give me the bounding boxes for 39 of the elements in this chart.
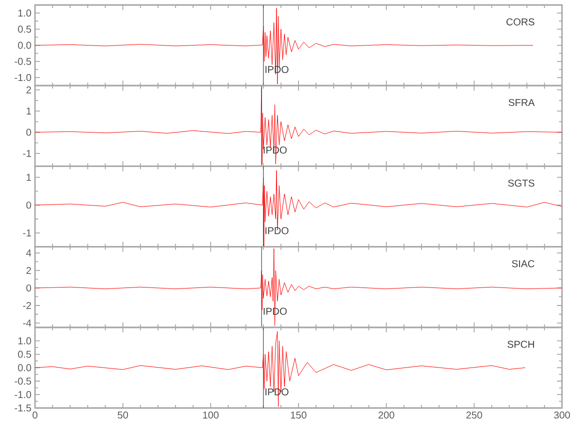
annotation: SGTS [508,180,534,187]
y-tick-label: 0 [26,128,32,136]
x-tick-label: 200 [378,412,394,419]
y-tick-label: -0.5 [14,58,32,65]
y-tick-label: 0 [26,202,32,209]
y-tick-label: -1 [23,229,32,236]
x-tick-label: 300 [554,412,570,419]
x-tick-label: 50 [118,412,128,419]
y-tick-label: -0.5 [14,378,32,385]
y-tick-label: 2 [26,266,31,274]
annotation: SIAC [512,260,534,268]
annotation: CORS [506,18,534,26]
y-tick-label: -4 [23,320,32,326]
annotation: SFRA [508,99,535,106]
y-tick-label: -1 [23,150,32,157]
line-series [35,87,562,164]
y-tick-label: 1.0 [18,10,32,17]
y-tick-label: -1.0 [14,391,32,398]
y-tick-label: 0.0 [18,364,32,372]
x-tick-label: 100 [203,412,219,419]
y-tick-label: 1 [26,108,32,114]
y-tick-label: 0.5 [18,350,32,358]
x-tick-label: 150 [290,412,306,419]
y-tick-label: -1.5 [14,404,32,412]
y-tick-label: 0 [26,284,32,292]
line-series [35,170,562,247]
annotation: SPCH [508,340,534,348]
y-tick-label: 0.5 [18,26,32,33]
y-tick-label: 4 [26,250,32,256]
y-tick-label: 2 [26,86,31,94]
y-tick-label: 1 [26,174,32,181]
x-tick-label: 250 [466,412,482,419]
x-tick-label: 0 [32,412,38,419]
y-tick-label: 0.0 [18,42,32,49]
y-tick-label: 1.0 [18,337,32,344]
y-tick-label: -1.0 [14,74,32,82]
line-series [35,8,534,84]
ref-line-label: IPDO [265,227,288,234]
y-tick-label: -2 [23,302,31,309]
